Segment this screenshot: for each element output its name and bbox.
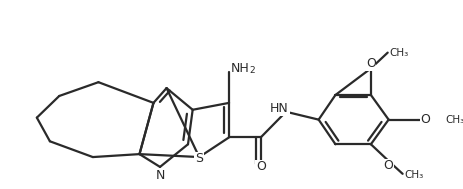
Text: O: O bbox=[420, 113, 430, 126]
Text: S: S bbox=[195, 153, 203, 165]
Text: HN: HN bbox=[269, 102, 288, 115]
Text: O: O bbox=[365, 57, 375, 70]
Text: N: N bbox=[155, 169, 164, 182]
Text: O: O bbox=[255, 160, 265, 173]
Text: O: O bbox=[383, 159, 393, 172]
Text: CH₃: CH₃ bbox=[404, 170, 423, 180]
Text: CH₃: CH₃ bbox=[389, 48, 408, 58]
Text: CH₃: CH₃ bbox=[444, 115, 463, 125]
Text: NH: NH bbox=[231, 62, 250, 75]
Text: 2: 2 bbox=[249, 66, 255, 75]
